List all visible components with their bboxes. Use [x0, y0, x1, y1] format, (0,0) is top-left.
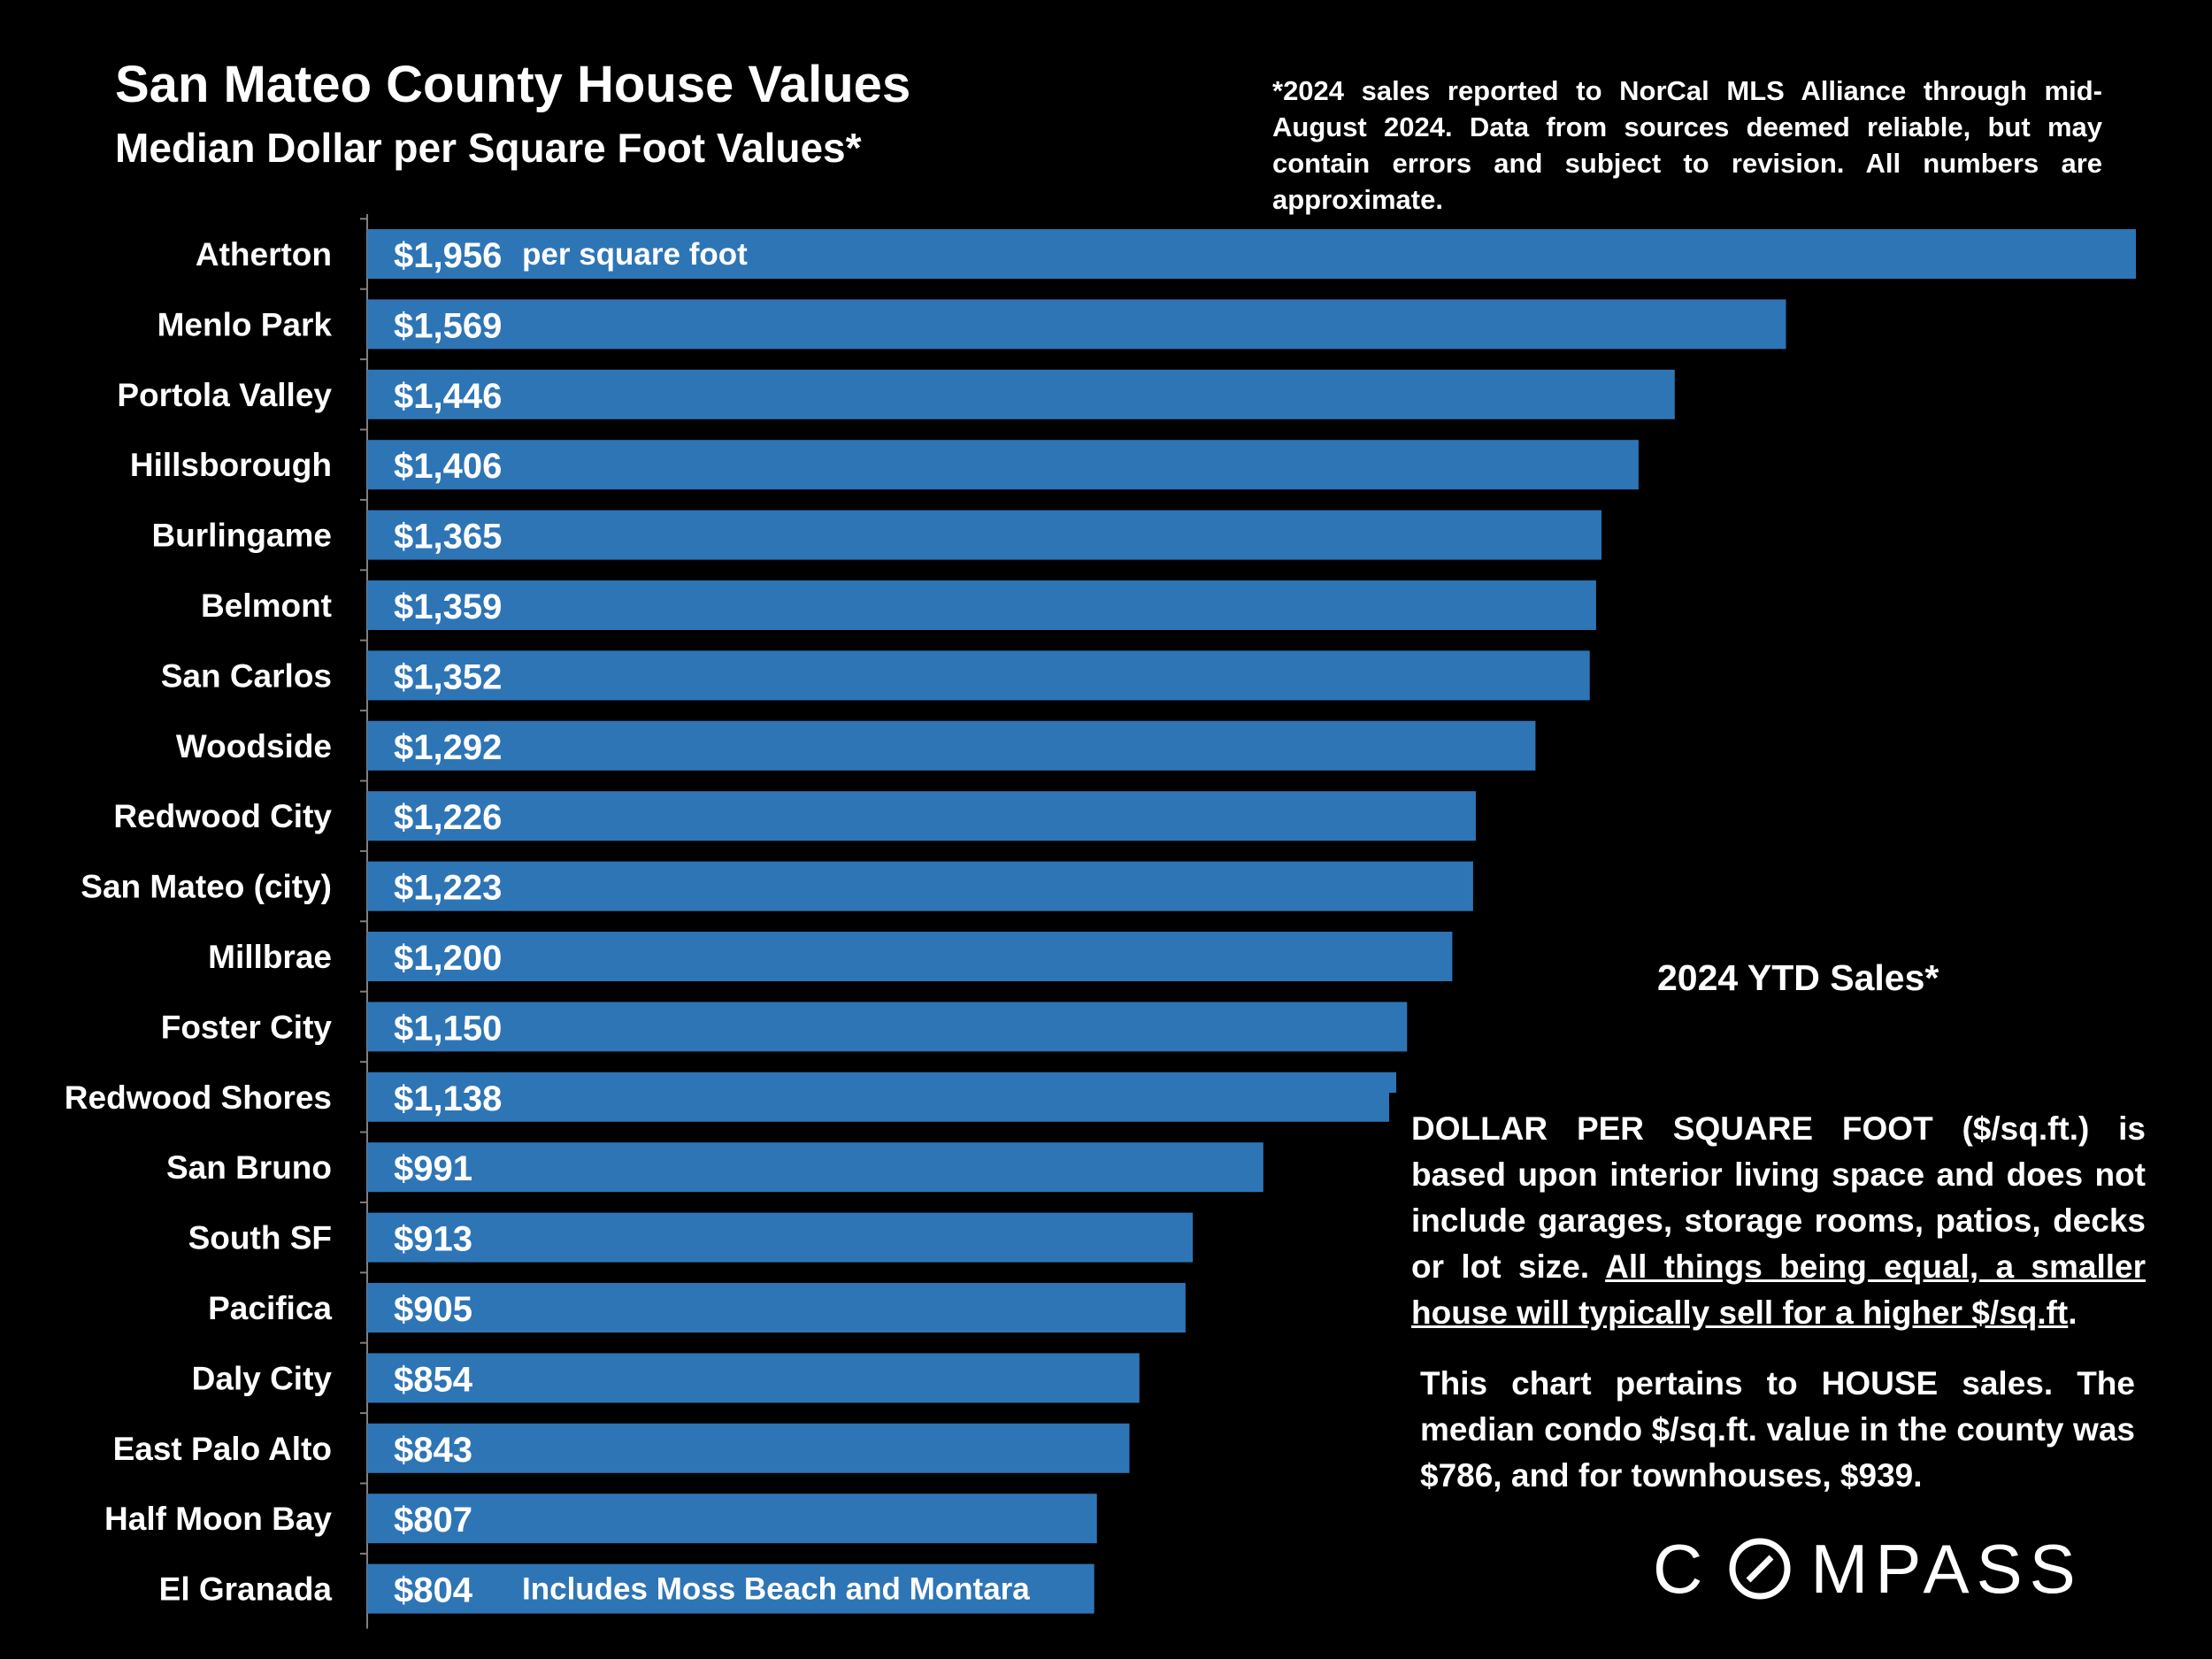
bar-daly-city	[367, 1353, 1140, 1403]
house-sales-note: This chart pertains to HOUSE sales. The …	[1420, 1365, 2135, 1494]
category-label-pacifica: Pacifica	[208, 1290, 332, 1326]
category-label-redwood-shores: Redwood Shores	[65, 1079, 332, 1116]
bar-millbrae	[367, 932, 1453, 981]
bar-half-moon-bay	[367, 1494, 1097, 1544]
data-label-pacifica: $905	[394, 1290, 472, 1329]
compass-logo: C MPASS	[1653, 1529, 2083, 1609]
category-label-el-granada: El Granada	[159, 1571, 333, 1608]
data-label-hillsborough: $1,406	[394, 447, 502, 486]
bar-woodside	[367, 720, 1536, 771]
chart-subtitle: Median Dollar per Square Foot Values*	[115, 125, 862, 171]
category-label-redwood-city: Redwood City	[113, 798, 332, 834]
bar-san-bruno	[367, 1142, 1263, 1193]
category-label-belmont: Belmont	[201, 588, 332, 624]
compass-o-icon	[1729, 1538, 1791, 1600]
explanation-background	[1389, 1093, 2168, 1340]
data-label-woodside: $1,292	[394, 728, 502, 767]
annotation-el-granada: Includes Moss Beach and Montara	[522, 1572, 1030, 1607]
bar-atherton	[367, 229, 2136, 279]
logo-text-left: C	[1653, 1529, 1710, 1608]
annotation-atherton: per square foot	[522, 237, 748, 272]
explanation-text: DOLLAR PER SQUARE FOOT ($/sq.ft.) is bas…	[1411, 1110, 2146, 1285]
bar-hillsborough	[367, 440, 1639, 490]
category-label-foster-city: Foster City	[161, 1009, 333, 1045]
data-label-menlo-park: $1,569	[394, 306, 502, 345]
data-source-footnote: *2024 sales reported to NorCal MLS Allia…	[1272, 75, 2102, 215]
data-label-san-bruno: $991	[394, 1149, 472, 1188]
dollar-per-sqft-explanation: DOLLAR PER SQUARE FOOT ($/sq.ft.) is bas…	[1411, 1106, 2146, 1336]
category-label-menlo-park: Menlo Park	[157, 306, 333, 342]
bar-pacifica	[367, 1283, 1186, 1333]
category-label-east-palo-alto: East Palo Alto	[113, 1431, 332, 1467]
category-label-san-bruno: San Bruno	[166, 1149, 332, 1186]
data-label-san-carlos: $1,352	[394, 657, 502, 696]
ytd-sales-label: 2024 YTD Sales*	[1657, 957, 1939, 998]
data-label-burlingame: $1,365	[394, 518, 502, 557]
category-label-south-sf: South SF	[188, 1220, 332, 1256]
data-label-redwood-shores: $1,138	[394, 1079, 502, 1118]
data-label-east-palo-alto: $843	[394, 1431, 472, 1470]
data-label-half-moon-bay: $807	[394, 1501, 472, 1540]
bar-east-palo-alto	[367, 1423, 1130, 1473]
category-label-hillsborough: Hillsborough	[130, 447, 332, 483]
category-label-burlingame: Burlingame	[151, 518, 332, 554]
category-label-millbrae: Millbrae	[208, 939, 332, 975]
category-label-atherton: Atherton	[196, 236, 332, 273]
category-label-daly-city: Daly City	[192, 1360, 333, 1396]
category-label-half-moon-bay: Half Moon Bay	[104, 1501, 332, 1537]
bar-foster-city	[367, 1002, 1408, 1052]
data-label-millbrae: $1,200	[394, 939, 502, 978]
data-label-portola-valley: $1,446	[394, 377, 502, 416]
data-label-redwood-city: $1,226	[394, 798, 502, 837]
chart-title: San Mateo County House Values	[115, 56, 911, 113]
logo-text-right: MPASS	[1810, 1529, 2083, 1608]
data-label-atherton: $1,956	[394, 236, 502, 275]
bar-redwood-city	[367, 791, 1476, 841]
explanation-end: .	[2068, 1294, 2078, 1331]
data-label-san-mateo-city: $1,223	[394, 869, 502, 908]
bar-el-granada	[367, 1563, 1094, 1614]
bar-portola-valley	[367, 369, 1675, 419]
bar-san-carlos	[367, 650, 1590, 701]
data-label-foster-city: $1,150	[394, 1009, 502, 1048]
data-label-daly-city: $854	[394, 1360, 473, 1399]
bar-south-sf	[367, 1212, 1194, 1263]
category-label-san-carlos: San Carlos	[161, 657, 332, 694]
data-label-el-granada: $804	[394, 1571, 473, 1610]
data-label-south-sf: $913	[394, 1220, 472, 1259]
bar-menlo-park	[367, 299, 1786, 349]
category-label-woodside: Woodside	[176, 728, 332, 764]
data-label-belmont: $1,359	[394, 588, 502, 626]
category-label-san-mateo-city: San Mateo (city)	[81, 869, 332, 905]
bar-burlingame	[367, 510, 1602, 560]
bar-belmont	[367, 580, 1596, 630]
explanation-underlined-text: All things being equal, a smaller house …	[1411, 1248, 2147, 1331]
bar-san-mateo-city	[367, 861, 1473, 911]
bar-redwood-shores	[367, 1071, 1397, 1122]
category-label-portola-valley: Portola Valley	[117, 377, 332, 413]
